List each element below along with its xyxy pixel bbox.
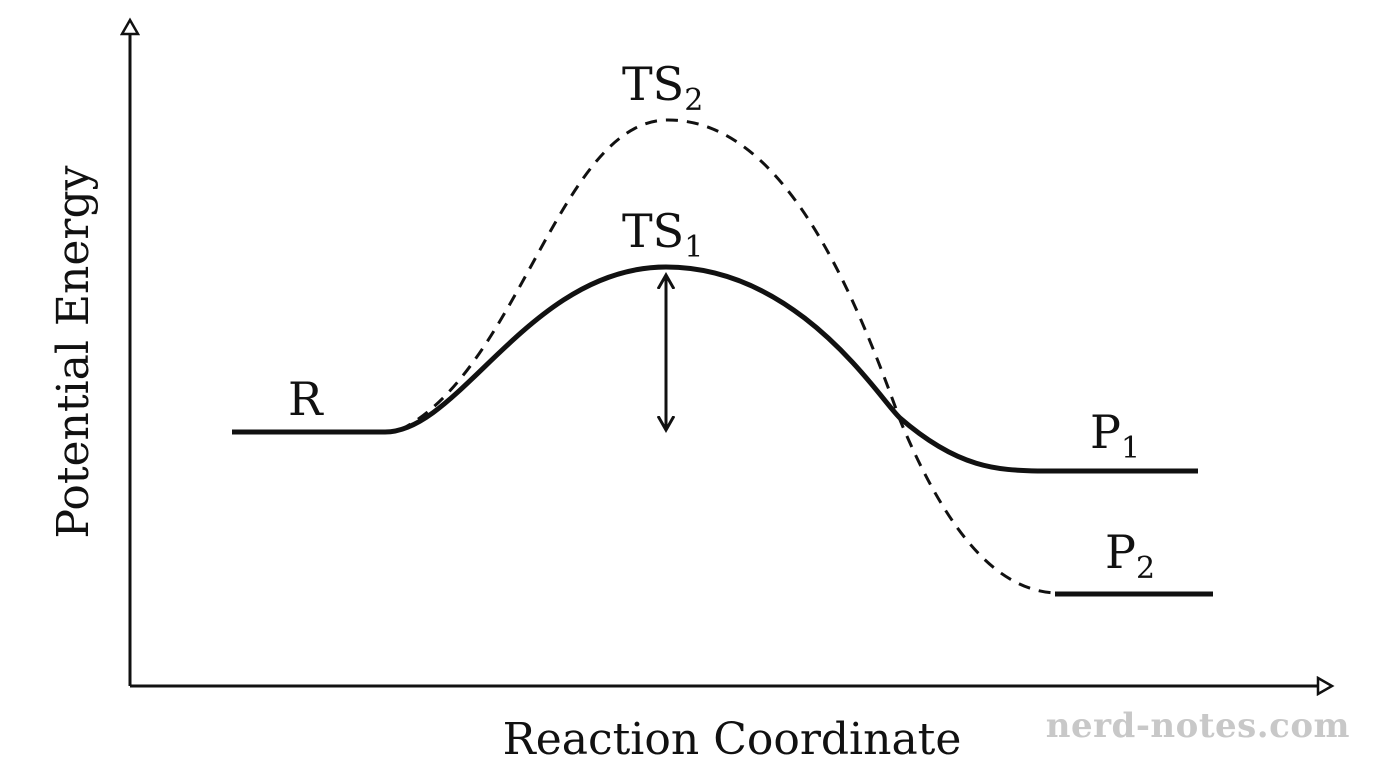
watermark-text: nerd-notes.com <box>1045 706 1350 746</box>
ts2-label-main: TS <box>622 57 684 111</box>
p1-label: P1 <box>1090 405 1140 466</box>
ts2-dashed-path <box>399 118 1056 595</box>
p1-label-sub: 1 <box>1121 431 1140 466</box>
p1-label-main: P <box>1090 405 1121 459</box>
y-axis-label: Potential Energy <box>48 165 99 538</box>
reactant-label: R <box>288 372 324 426</box>
ts1-solid-path <box>232 264 1198 474</box>
p2-label: P2 <box>1105 525 1155 586</box>
ts2-label-sub: 2 <box>684 83 703 118</box>
ts1-label: TS1 <box>622 204 703 265</box>
x-axis-label: Reaction Coordinate <box>503 714 962 765</box>
ts1-label-sub: 1 <box>684 230 703 265</box>
p2-label-main: P <box>1105 525 1136 579</box>
ts2-label: TS2 <box>622 57 703 118</box>
ts1-label-main: TS <box>622 204 684 258</box>
p2-label-sub: 2 <box>1136 551 1155 586</box>
